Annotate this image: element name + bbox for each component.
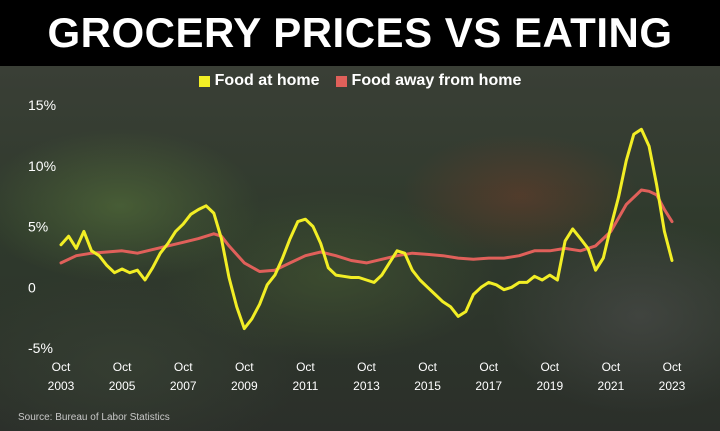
y-tick-label: 15% <box>28 97 56 113</box>
x-tick-year: 2007 <box>170 379 197 393</box>
x-tick-month: Oct <box>235 360 254 374</box>
x-tick-year: 2017 <box>475 379 502 393</box>
legend-item-away: Food away from home <box>335 72 522 90</box>
chart-legend: Food at home Food away from home <box>0 72 720 90</box>
x-tick-month: Oct <box>418 360 437 374</box>
x-tick-month: Oct <box>52 360 71 374</box>
x-tick-year: 2021 <box>598 379 625 393</box>
x-tick-year: 2013 <box>353 379 380 393</box>
legend-swatch-away <box>335 75 347 87</box>
y-tick-label: 5% <box>28 219 48 235</box>
x-tick-month: Oct <box>357 360 376 374</box>
page-title: GROCERY PRICES VS EATING OUT <box>0 0 720 122</box>
legend-label-home: Food at home <box>214 72 320 89</box>
legend-label-away: Food away from home <box>351 72 522 89</box>
x-tick-month: Oct <box>174 360 193 374</box>
x-tick-month: Oct <box>540 360 559 374</box>
y-tick-label: 10% <box>28 158 56 174</box>
x-tick-month: Oct <box>663 360 682 374</box>
legend-item-home: Food at home <box>198 72 320 90</box>
x-tick-month: Oct <box>479 360 498 374</box>
x-tick-year: 2011 <box>292 379 318 393</box>
source-note: Source: Bureau of Labor Statistics <box>18 412 170 423</box>
series-line-food-at-home <box>59 127 674 331</box>
x-tick-year: 2003 <box>48 379 75 393</box>
x-tick-year: 2015 <box>414 379 441 393</box>
x-tick-month: Oct <box>602 360 621 374</box>
chart-background <box>0 66 720 431</box>
series-line-food-away-from-home <box>59 188 674 273</box>
x-tick-month: Oct <box>296 360 315 374</box>
x-tick-year: 2005 <box>109 379 136 393</box>
legend-swatch-home <box>198 75 210 87</box>
y-tick-label: 0 <box>28 279 36 295</box>
x-tick-year: 2019 <box>536 379 563 393</box>
x-tick-year: 2023 <box>659 379 686 393</box>
x-tick-year: 2009 <box>231 379 258 393</box>
x-tick-month: Oct <box>113 360 132 374</box>
y-tick-label: -5% <box>28 340 53 356</box>
